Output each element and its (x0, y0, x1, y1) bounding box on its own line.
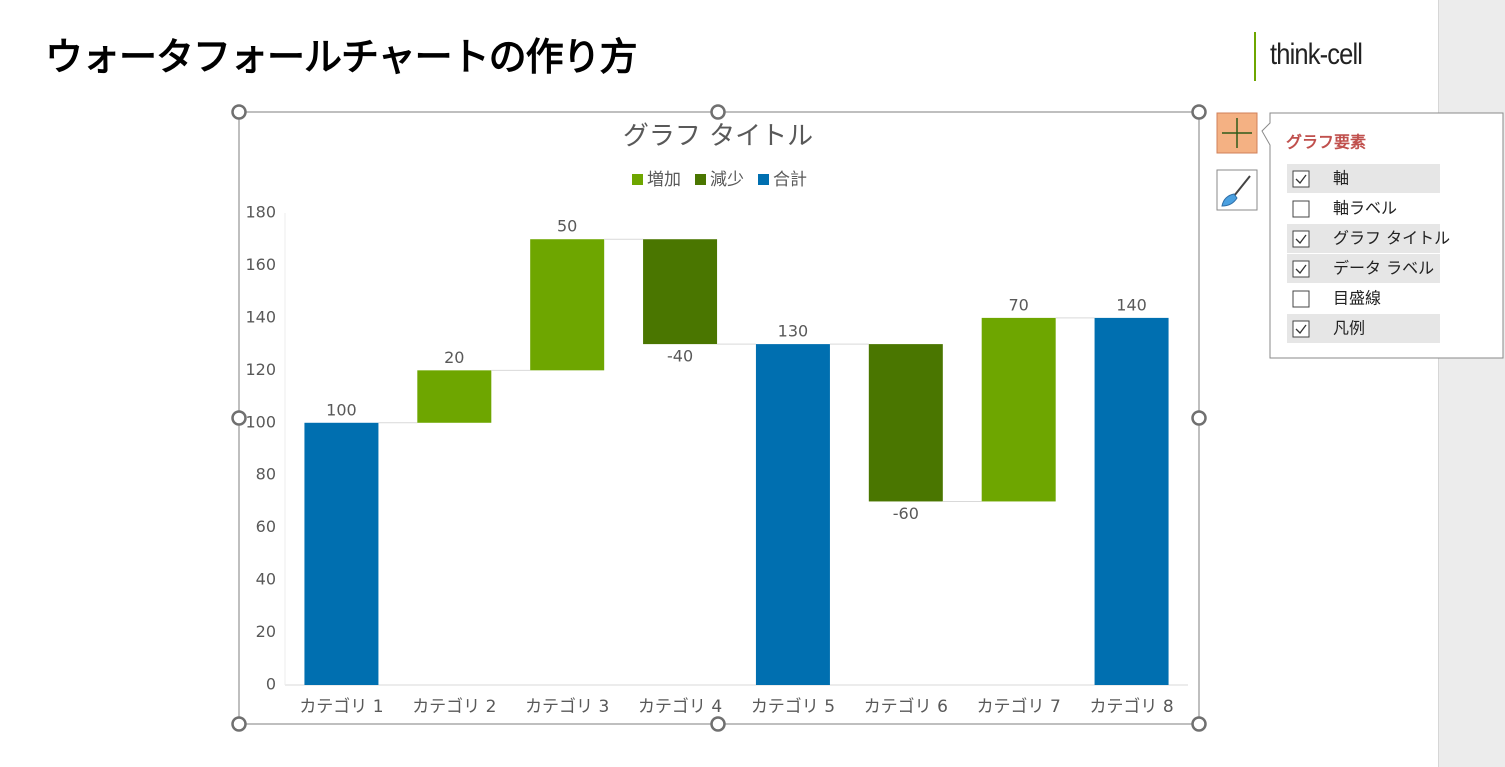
legend-swatch (632, 174, 643, 185)
y-tick-label: 40 (256, 570, 276, 589)
legend-swatch (695, 174, 706, 185)
checkbox[interactable] (1292, 170, 1310, 188)
bar (755, 344, 830, 685)
checkmark (1295, 324, 1307, 334)
style-button[interactable] (1216, 169, 1258, 211)
x-tick-label: カテゴリ 8 (1089, 696, 1173, 717)
legend-swatch (758, 174, 769, 185)
checkbox[interactable] (1292, 260, 1310, 278)
x-tick-label: カテゴリ 1 (299, 696, 383, 717)
item-highlight (1287, 224, 1440, 253)
bar (643, 239, 718, 345)
bar (417, 370, 492, 423)
data-label: 50 (557, 217, 577, 236)
checkbox[interactable] (1292, 230, 1310, 248)
data-label: 20 (444, 348, 464, 367)
y-tick-label: 80 (256, 465, 276, 484)
handle[interactable] (1191, 716, 1207, 732)
x-tick-label: カテゴリ 6 (864, 696, 948, 717)
legend-label: 減少 (710, 170, 744, 190)
y-tick-label: 0 (266, 675, 276, 694)
chart-title: グラフ タイトル (623, 122, 813, 152)
bar (981, 317, 1056, 502)
logo: think-cell (1270, 38, 1363, 71)
panel-title: グラフ要素 (1286, 133, 1366, 152)
data-label: -40 (667, 347, 693, 366)
data-label: -60 (893, 504, 919, 523)
item-label[interactable]: 軸 (1333, 169, 1349, 188)
handles[interactable] (231, 104, 1207, 732)
item-label[interactable]: 凡例 (1333, 319, 1365, 338)
item-highlight (1287, 164, 1440, 193)
slide-title: ウォータフォールチャートの作り方 (45, 35, 638, 79)
bar (868, 344, 943, 502)
checkmark (1295, 174, 1307, 184)
y-tick-label: 100 (245, 412, 276, 431)
add-element-button[interactable] (1216, 112, 1258, 154)
handle[interactable] (710, 104, 726, 120)
logo-bar (1254, 32, 1256, 81)
y-tick-label: 160 (245, 255, 276, 274)
brush-icon (1233, 175, 1251, 197)
x-tick-label: カテゴリ 5 (751, 696, 835, 717)
checkbox[interactable] (1292, 290, 1310, 308)
y-tick-label: 180 (245, 203, 276, 222)
checkbox[interactable] (1292, 200, 1310, 218)
handle[interactable] (231, 104, 247, 120)
y-tick-label: 20 (256, 622, 276, 641)
bar (304, 422, 379, 685)
data-label: 140 (1116, 295, 1147, 314)
handle[interactable] (1191, 410, 1207, 426)
item-label[interactable]: 軸ラベル (1333, 199, 1397, 218)
handle[interactable] (231, 410, 247, 426)
legend-label: 増加 (647, 170, 681, 190)
item-label[interactable]: 目盛線 (1333, 289, 1381, 308)
item-highlight (1287, 254, 1440, 283)
bar (1094, 317, 1169, 685)
y-tick-label: 120 (245, 360, 276, 379)
x-tick-label: カテゴリ 4 (638, 696, 722, 717)
data-label: 70 (1009, 295, 1029, 314)
data-label: 100 (326, 400, 357, 419)
x-tick-label: カテゴリ 7 (977, 696, 1061, 717)
data-label: 130 (778, 322, 809, 341)
item-label[interactable]: グラフ タイトル (1333, 229, 1450, 248)
x-tick-label: カテゴリ 2 (412, 696, 496, 717)
checkmark (1295, 234, 1307, 244)
item-highlight (1287, 314, 1440, 343)
checkmark (1295, 264, 1307, 274)
x-tick-label: カテゴリ 3 (525, 696, 609, 717)
handle[interactable] (710, 716, 726, 732)
handle[interactable] (231, 716, 247, 732)
bar (530, 239, 605, 371)
legend-label: 合計 (773, 170, 807, 190)
handle[interactable] (1191, 104, 1207, 120)
checkbox[interactable] (1292, 320, 1310, 338)
item-label[interactable]: データ ラベル (1333, 259, 1434, 278)
brush-icon (1221, 193, 1238, 207)
y-tick-label: 140 (245, 307, 276, 326)
y-tick-label: 60 (256, 517, 276, 536)
